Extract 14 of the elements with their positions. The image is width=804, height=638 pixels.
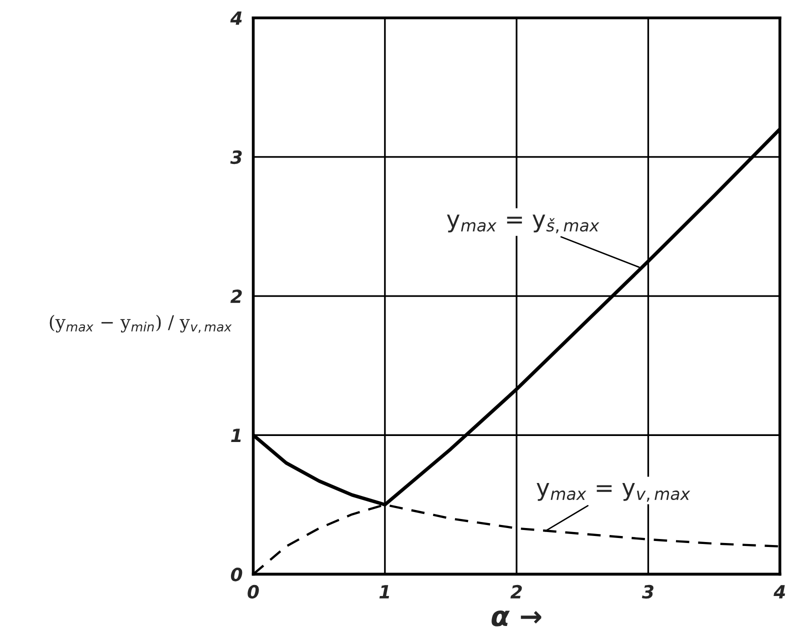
y-tick-label: 1: [231, 428, 241, 442]
annotation: y$_{max}$ = y$_{v,max}$: [536, 483, 690, 502]
y-tick-label: 3: [230, 150, 242, 164]
x-tick-label: 3: [642, 584, 654, 599]
x-tick-label: 2: [510, 584, 522, 598]
x-tick-label: 1: [379, 585, 390, 598]
x-tick-label: 0: [248, 584, 259, 599]
y-tick-label: 0: [230, 568, 242, 582]
y-tick-label: 4: [230, 12, 242, 25]
annotation: y$_{max}$ = y$_{š,max}$: [446, 214, 600, 234]
y-axis-title: (y$_{max}$ − y$_{min}$) / y$_{v,max}$: [50, 314, 232, 333]
y-tick-label: 2: [230, 289, 242, 303]
x-tick-label: 4: [774, 585, 786, 598]
x-axis-title: α →: [492, 610, 542, 626]
